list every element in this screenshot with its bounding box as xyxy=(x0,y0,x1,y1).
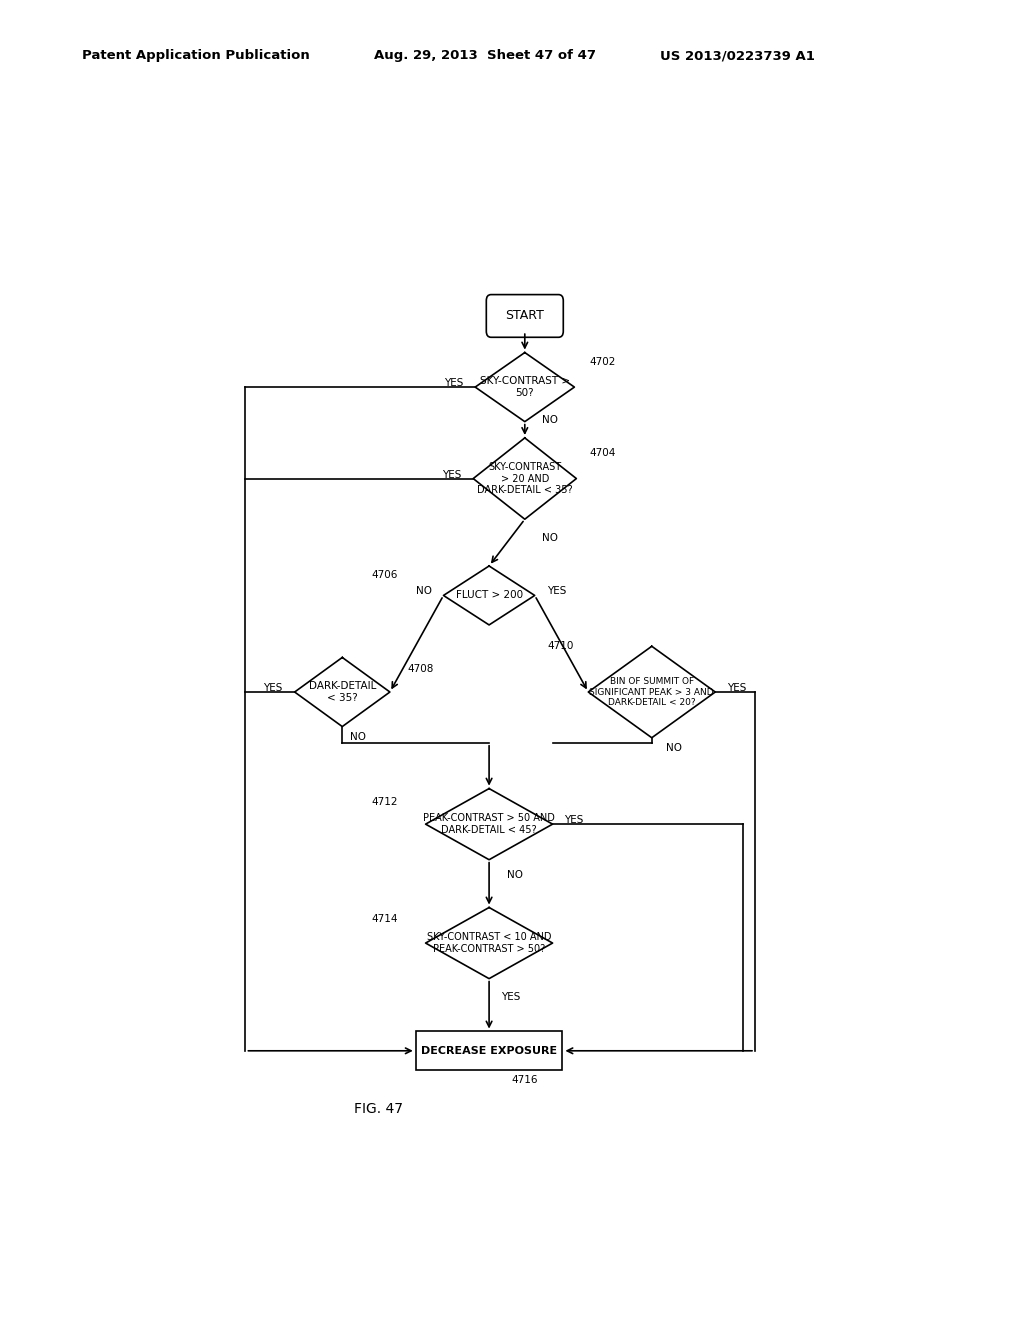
Text: SKY-CONTRAST
> 20 AND
DARK-DETAIL < 35?: SKY-CONTRAST > 20 AND DARK-DETAIL < 35? xyxy=(477,462,572,495)
Text: SKY-CONTRAST >
50?: SKY-CONTRAST > 50? xyxy=(479,376,570,397)
Text: NO: NO xyxy=(543,414,558,425)
Text: YES: YES xyxy=(501,991,520,1002)
Text: 4708: 4708 xyxy=(408,664,434,673)
Text: FIG. 47: FIG. 47 xyxy=(354,1102,403,1115)
Text: YES: YES xyxy=(547,586,566,597)
Text: NO: NO xyxy=(507,870,522,880)
Polygon shape xyxy=(426,907,553,978)
Text: START: START xyxy=(506,309,544,322)
Polygon shape xyxy=(475,352,574,421)
Polygon shape xyxy=(426,788,553,859)
Text: 4714: 4714 xyxy=(372,913,397,924)
Polygon shape xyxy=(588,647,715,738)
Text: DECREASE EXPOSURE: DECREASE EXPOSURE xyxy=(421,1045,557,1056)
Text: NO: NO xyxy=(543,532,558,543)
Polygon shape xyxy=(443,566,535,624)
Text: US 2013/0223739 A1: US 2013/0223739 A1 xyxy=(660,49,815,62)
Text: 4716: 4716 xyxy=(512,1076,538,1085)
Text: YES: YES xyxy=(263,682,283,693)
Text: FLUCT > 200: FLUCT > 200 xyxy=(456,590,522,601)
Text: PEAK-CONTRAST > 50 AND
DARK-DETAIL < 45?: PEAK-CONTRAST > 50 AND DARK-DETAIL < 45? xyxy=(423,813,555,836)
Text: DARK-DETAIL
< 35?: DARK-DETAIL < 35? xyxy=(308,681,376,702)
Text: NO: NO xyxy=(666,743,682,752)
Text: Patent Application Publication: Patent Application Publication xyxy=(82,49,309,62)
Text: NO: NO xyxy=(416,586,431,597)
Text: YES: YES xyxy=(444,378,463,388)
Polygon shape xyxy=(295,657,390,726)
Text: YES: YES xyxy=(564,814,584,825)
Text: 4704: 4704 xyxy=(590,449,616,458)
Text: 4710: 4710 xyxy=(548,642,574,651)
Polygon shape xyxy=(473,438,577,519)
Text: 4712: 4712 xyxy=(372,797,397,807)
Text: SKY-CONTRAST < 10 AND
PEAK-CONTRAST > 50?: SKY-CONTRAST < 10 AND PEAK-CONTRAST > 50… xyxy=(427,932,551,954)
Text: Aug. 29, 2013  Sheet 47 of 47: Aug. 29, 2013 Sheet 47 of 47 xyxy=(374,49,596,62)
Text: 4706: 4706 xyxy=(372,570,397,579)
Text: 4702: 4702 xyxy=(590,356,616,367)
Bar xyxy=(416,1031,562,1071)
FancyBboxPatch shape xyxy=(486,294,563,338)
Text: YES: YES xyxy=(727,682,746,693)
Text: BIN OF SUMMIT OF
SIGNIFICANT PEAK > 3 AND
DARK-DETAIL < 20?: BIN OF SUMMIT OF SIGNIFICANT PEAK > 3 AN… xyxy=(590,677,714,708)
Text: YES: YES xyxy=(442,470,461,479)
Text: NO: NO xyxy=(350,731,367,742)
